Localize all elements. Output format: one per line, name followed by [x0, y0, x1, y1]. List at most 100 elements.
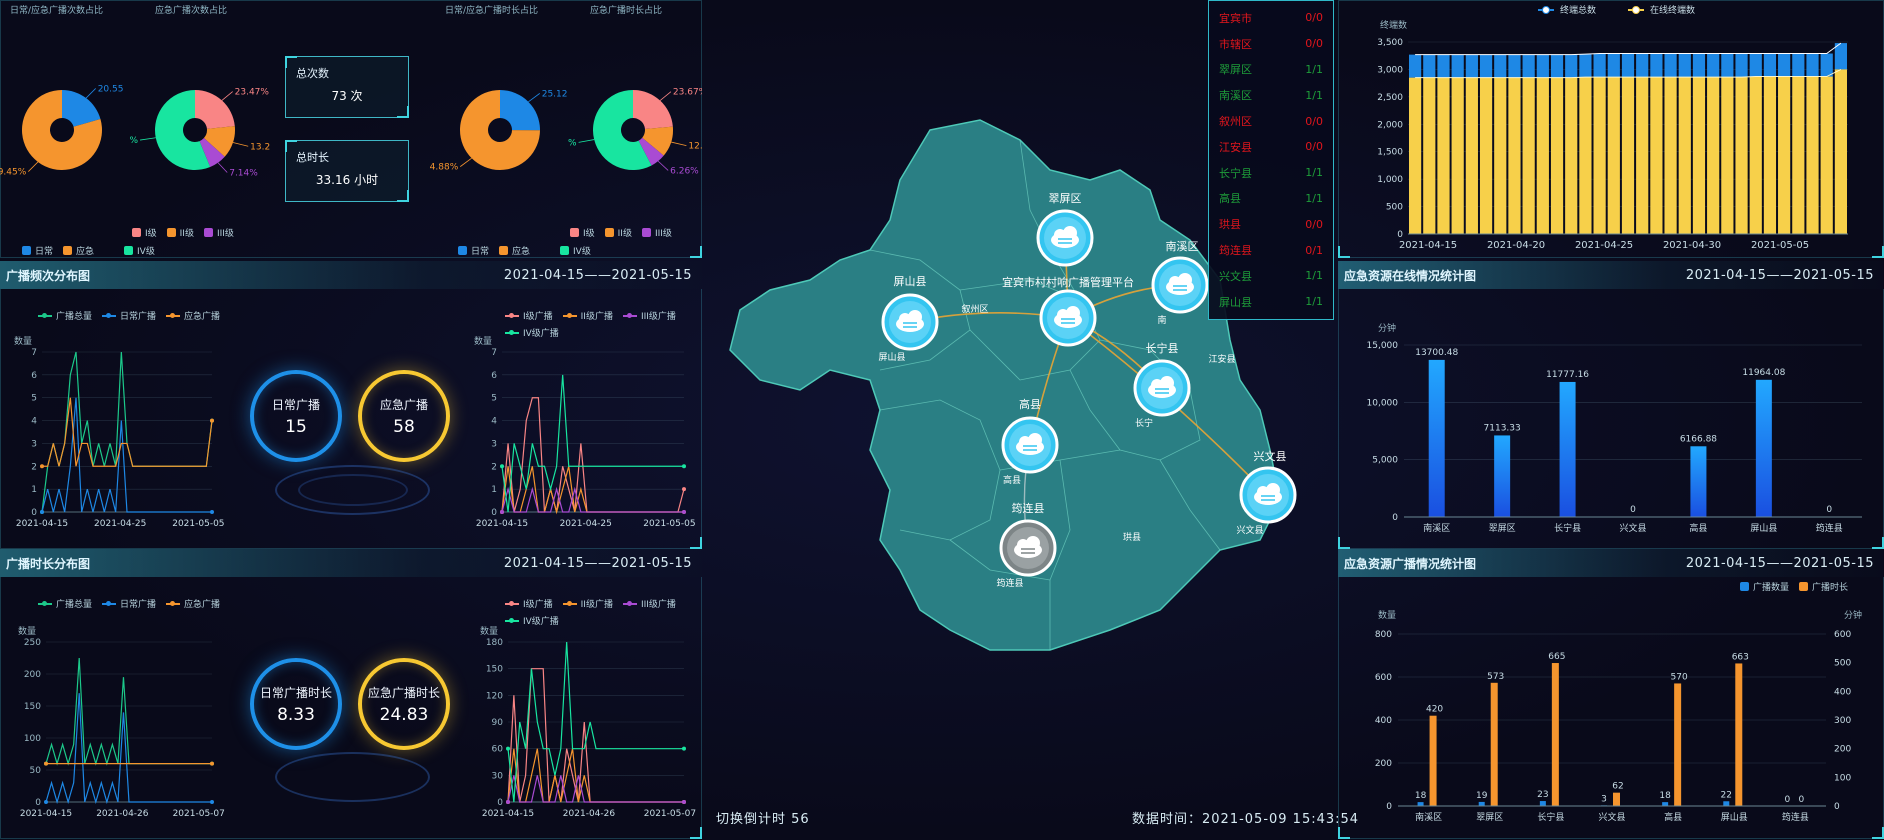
freq-title: 广播频次分布图 [6, 268, 91, 283]
x-tick-label: 长宁县 [1537, 811, 1564, 823]
legend-item: I级广播 [505, 309, 553, 322]
line-point [210, 800, 214, 804]
bar-data-label: 23 [1537, 790, 1548, 800]
data-time-text: 数据时间：2021-05-09 15:43:54 [1132, 812, 1360, 827]
broadcast-date-range: 2021-04-15——2021-05-15 [1685, 555, 1874, 571]
legend-item: 日常 [22, 244, 53, 257]
legend-text: 在线终端数 [1650, 4, 1695, 16]
y-axis-label: 分钟 [1378, 322, 1396, 334]
gauge-daily-value: 15 [285, 416, 307, 437]
bar-total-segment [1494, 54, 1507, 78]
bar-total-segment [1792, 53, 1805, 77]
y2-tick-label: 600 [1834, 630, 1851, 640]
y-tick-label: 600 [1375, 673, 1392, 683]
map-region-outline [729, 119, 1281, 651]
broadcast-legend: 广播数量 广播时长 [1740, 580, 1848, 593]
legend-item: 广播时长 [1799, 580, 1848, 593]
map-center-label: 宜宾市村村响广播管理平台 [1002, 275, 1134, 289]
legend-levels-duration: I级 II级 III级 [570, 226, 672, 239]
total-count-box: 总次数 73 次 [285, 56, 409, 118]
line-series [45, 693, 212, 805]
cloud-icon [908, 310, 922, 324]
map-district-node: 叙州区 [961, 303, 988, 315]
pie-leader-line [217, 162, 228, 173]
bar-total-segment [1536, 54, 1549, 78]
bar-total-segment [1508, 54, 1521, 78]
x-tick-label: 2021-04-30 [1663, 240, 1721, 251]
gauge-base-ring [275, 752, 430, 802]
x-tick-label: 2021-04-15 [1399, 240, 1457, 251]
duration-date-range: 2021-04-15——2021-05-15 [503, 555, 692, 571]
bar-total-segment [1636, 53, 1649, 78]
x-tick-label: 筠连县 [1782, 811, 1809, 823]
y-tick-label: 0 [1386, 802, 1392, 812]
y2-tick-label: 0 [1834, 802, 1840, 812]
pie-slice [203, 126, 235, 157]
y-tick-label: 180 [486, 638, 503, 648]
bar-data-label: 0 [1630, 505, 1636, 515]
bar-data-label: 11777.16 [1546, 370, 1589, 380]
y-tick-label: 3,000 [1377, 65, 1403, 75]
bar-data-label: 663 [1732, 652, 1749, 662]
legend-item: 应急 [63, 244, 94, 257]
cloud-icon [1054, 229, 1066, 241]
y-tick-label: 1 [491, 485, 497, 495]
status-district-name: 叙州区 [1219, 115, 1252, 129]
online-bar [1428, 359, 1445, 517]
pie-data-label: 6.26% [670, 166, 699, 176]
map-district-label: 叙州区 [961, 303, 988, 315]
status-district-name: 翠屏区 [1219, 63, 1252, 77]
legend-daily-count: 日常 应急 IV级 [22, 244, 155, 257]
legend-item: 日常 [458, 244, 489, 257]
y-tick-label: 5 [491, 394, 497, 404]
duration-title-bar: 广播时长分布图 2021-04-15——2021-05-15 [0, 549, 702, 577]
status-district-value: 0/0 [1305, 11, 1323, 25]
cloud-icon [1063, 226, 1077, 240]
bar-total-segment [1593, 53, 1606, 78]
status-row: 宜宾市 0/0 [1219, 5, 1323, 31]
legend-item: 日常广播 [102, 309, 156, 322]
x-tick-label: 2021-04-25 [560, 519, 612, 529]
status-row: 筠连县 0/1 [1219, 237, 1323, 263]
bar-online-segment [1735, 77, 1748, 234]
bar-online-segment [1550, 77, 1564, 235]
bar-online-segment [1664, 77, 1677, 234]
bar-data-label: 6166.88 [1680, 434, 1717, 444]
status-row: 长宁县 1/1 [1219, 160, 1323, 186]
bar-online-segment [1607, 77, 1620, 234]
bar-online-segment [1692, 77, 1706, 234]
status-row: 叙州区 0/0 [1219, 108, 1323, 134]
y-tick-label: 4 [491, 417, 497, 427]
cloud-icon [1028, 433, 1042, 447]
bar-online-segment [1636, 77, 1649, 234]
line-point [682, 800, 686, 804]
y-tick-label: 0 [1397, 230, 1403, 240]
pie-leader-line [460, 157, 472, 167]
legend-item: 广播数量 [1740, 580, 1789, 593]
pie-title-daily-count: 日常/应急广播次数占比 [10, 6, 104, 16]
legend-item: I级 [132, 226, 157, 239]
bar-online-segment [1650, 77, 1663, 234]
bar-total-segment [1806, 53, 1819, 77]
x-tick-label: 2021-05-07 [644, 809, 696, 819]
bar-total-segment [1820, 53, 1833, 77]
gauge-emergency-duration-value: 24.83 [379, 704, 429, 725]
pie-title-level-count: 应急广播次数占比 [155, 6, 228, 16]
broadcast-bar-chart: 数量 分钟020040060080001002003004005006001842… [1375, 609, 1862, 823]
bar-total-segment [1423, 54, 1436, 78]
duration-bar [1551, 663, 1559, 806]
line-point [682, 510, 686, 514]
legend-item: 广播总量 [38, 597, 92, 610]
status-row: 兴文县 1/1 [1219, 263, 1323, 289]
duration-bar [1613, 792, 1620, 806]
map-center-node: 宜宾市村村响广播管理平台 [1002, 275, 1134, 347]
x-tick-label: 2021-04-20 [1487, 240, 1545, 251]
bar-total-segment [1621, 53, 1635, 78]
y2-tick-label: 400 [1834, 687, 1851, 697]
duration-bar [1735, 663, 1743, 806]
pie-slice [633, 90, 673, 129]
total-duration-box: 总时长 33.16 小时 [285, 140, 409, 202]
legend-marker [1542, 6, 1550, 14]
total-count-value: 73 次 [331, 89, 363, 103]
